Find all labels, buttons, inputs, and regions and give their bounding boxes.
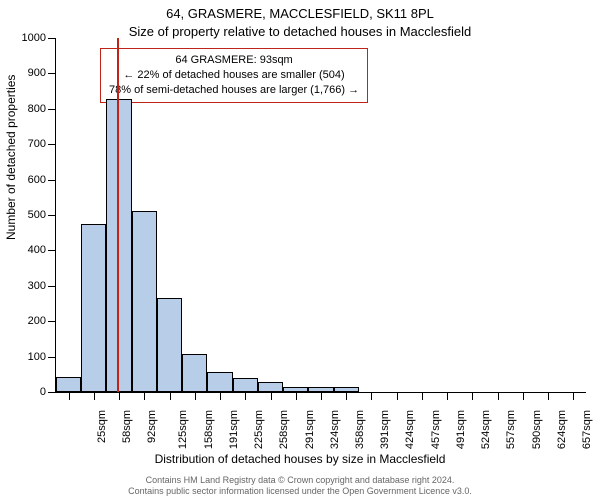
y-tick-label: 600 <box>28 174 46 186</box>
y-tick <box>48 144 56 145</box>
x-tick-label: 225sqm <box>253 410 265 449</box>
histogram-bar <box>106 99 131 392</box>
histogram-bar <box>207 372 232 392</box>
x-tick-label: 191sqm <box>228 410 240 449</box>
x-tick-label: 358sqm <box>354 410 366 449</box>
plot-area: 64 GRASMERE: 93sqm ← 22% of detached hou… <box>55 38 586 393</box>
x-tick <box>422 392 423 400</box>
x-axis-label: Distribution of detached houses by size … <box>0 452 600 466</box>
chart-supertitle: 64, GRASMERE, MACCLESFIELD, SK11 8PL <box>0 6 600 21</box>
x-tick-label: 491sqm <box>455 410 467 449</box>
x-tick-label: 125sqm <box>177 410 189 449</box>
y-tick <box>48 321 56 322</box>
x-tick-label: 92sqm <box>146 410 158 443</box>
x-tick <box>346 392 347 400</box>
x-tick <box>69 392 70 400</box>
chart-container: 64, GRASMERE, MACCLESFIELD, SK11 8PL Siz… <box>0 0 600 500</box>
y-tick-label: 900 <box>28 67 46 79</box>
x-tick-label: 324sqm <box>329 410 341 449</box>
x-tick <box>548 392 549 400</box>
histogram-bar <box>157 298 182 392</box>
y-tick <box>48 180 56 181</box>
x-tick <box>321 392 322 400</box>
x-tick <box>573 392 574 400</box>
x-tick <box>245 392 246 400</box>
x-tick-label: 291sqm <box>304 410 316 449</box>
histogram-bar <box>182 354 207 392</box>
annotation-line-1: 64 GRASMERE: 93sqm <box>109 53 359 68</box>
x-tick-label: 424sqm <box>405 410 417 449</box>
x-tick-label: 391sqm <box>379 410 391 449</box>
y-tick <box>48 286 56 287</box>
x-tick <box>371 392 372 400</box>
y-tick-label: 100 <box>28 351 46 363</box>
chart-title: Size of property relative to detached ho… <box>0 24 600 39</box>
x-tick-label: 457sqm <box>430 410 442 449</box>
x-tick-label: 657sqm <box>581 410 593 449</box>
x-tick <box>271 392 272 400</box>
x-tick <box>472 392 473 400</box>
y-tick-label: 1000 <box>22 32 46 44</box>
x-tick-label: 557sqm <box>506 410 518 449</box>
y-tick-label: 500 <box>28 209 46 221</box>
histogram-bar <box>132 211 157 392</box>
y-tick <box>48 357 56 358</box>
y-axis-label: Number of detached properties <box>4 75 18 240</box>
x-tick <box>296 392 297 400</box>
x-tick-label: 25sqm <box>96 410 108 443</box>
histogram-bar <box>258 382 283 392</box>
annotation-box: 64 GRASMERE: 93sqm ← 22% of detached hou… <box>100 48 368 103</box>
x-tick <box>144 392 145 400</box>
x-tick <box>94 392 95 400</box>
histogram-bar <box>56 377 81 392</box>
y-tick-label: 300 <box>28 280 46 292</box>
y-tick <box>48 215 56 216</box>
x-tick <box>119 392 120 400</box>
y-tick-label: 0 <box>40 386 46 398</box>
annotation-line-3: 78% of semi-detached houses are larger (… <box>109 83 359 98</box>
y-tick <box>48 38 56 39</box>
x-tick <box>170 392 171 400</box>
footer-line-1: Contains HM Land Registry data © Crown c… <box>0 475 600 487</box>
x-tick <box>523 392 524 400</box>
x-tick <box>447 392 448 400</box>
x-tick-label: 590sqm <box>531 410 543 449</box>
histogram-bar <box>81 224 106 392</box>
x-tick <box>498 392 499 400</box>
attribution-footer: Contains HM Land Registry data © Crown c… <box>0 475 600 498</box>
y-tick <box>48 109 56 110</box>
histogram-bar <box>233 378 258 392</box>
x-tick <box>397 392 398 400</box>
subject-marker-line <box>117 38 119 392</box>
annotation-line-2: ← 22% of detached houses are smaller (50… <box>109 68 359 83</box>
footer-line-2: Contains public sector information licen… <box>0 486 600 498</box>
y-tick <box>48 250 56 251</box>
y-tick <box>48 73 56 74</box>
x-tick-label: 624sqm <box>556 410 568 449</box>
y-tick-label: 800 <box>28 103 46 115</box>
y-tick-label: 700 <box>28 138 46 150</box>
x-tick-label: 258sqm <box>278 410 290 449</box>
x-tick-label: 524sqm <box>480 410 492 449</box>
y-tick-label: 400 <box>28 244 46 256</box>
x-tick <box>220 392 221 400</box>
x-tick <box>195 392 196 400</box>
y-tick <box>48 392 56 393</box>
x-tick-label: 158sqm <box>203 410 215 449</box>
y-tick-label: 200 <box>28 315 46 327</box>
x-tick-label: 58sqm <box>121 410 133 443</box>
